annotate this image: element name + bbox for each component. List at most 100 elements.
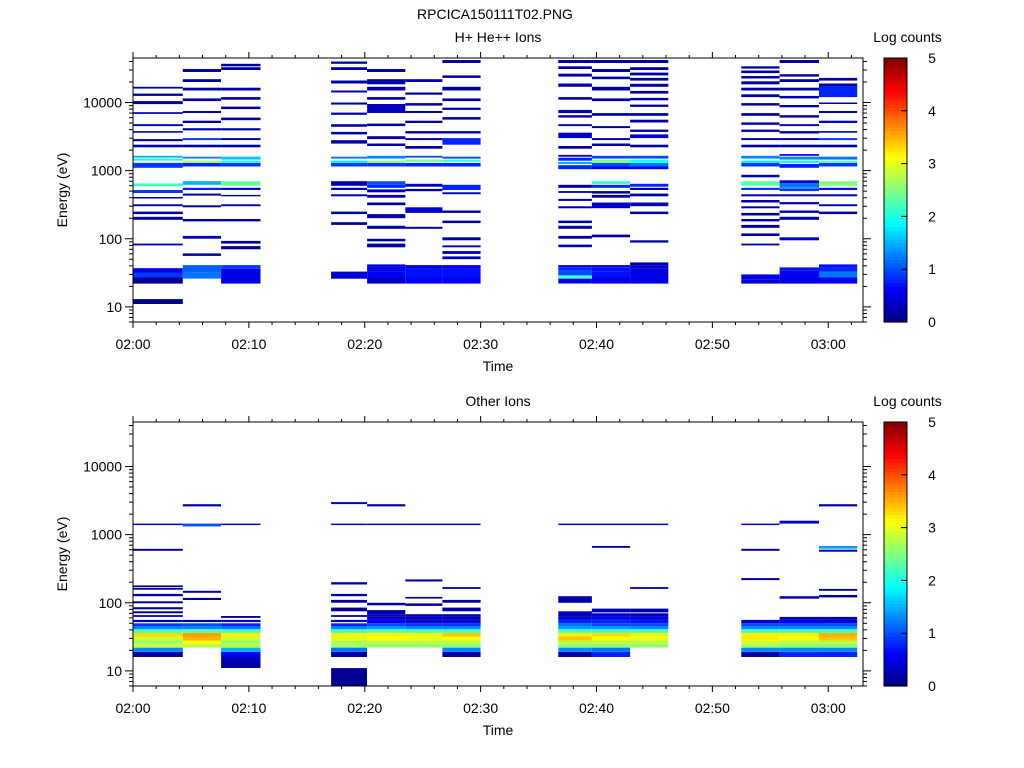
heatmap-cell <box>367 160 406 163</box>
heatmap-cell <box>182 253 221 256</box>
colorbar-segment <box>884 259 907 264</box>
heatmap-cell <box>182 636 221 641</box>
heatmap-cell <box>741 224 780 228</box>
heatmap-cell <box>442 626 481 630</box>
colorbar-segment <box>884 445 907 449</box>
heatmap-cell <box>558 629 592 633</box>
colorbar-segment <box>884 199 907 204</box>
y-tick-label: 100 <box>99 231 123 247</box>
colorbar-segment <box>884 232 907 237</box>
heatmap-cell <box>182 120 221 123</box>
heatmap-cell <box>367 184 406 188</box>
heatmap-cell <box>221 616 261 618</box>
heatmap-cell <box>331 102 367 105</box>
colorbar-segment <box>884 639 907 644</box>
y-tick-label: 10000 <box>83 459 122 475</box>
colorbar-segment <box>884 292 907 297</box>
heatmap-cell <box>591 86 631 91</box>
heatmap-cell <box>367 271 406 278</box>
colorbar-segment <box>884 196 907 201</box>
heatmap-cell <box>558 640 592 644</box>
heatmap-cell <box>558 647 592 652</box>
heatmap-cell <box>221 660 261 668</box>
heatmap-cell <box>558 523 592 526</box>
heatmap-cell <box>591 619 631 624</box>
heatmap-cell <box>779 626 819 630</box>
colorbar-segment <box>884 160 907 165</box>
heatmap-cell <box>591 523 631 526</box>
heatmap-cell <box>133 585 183 588</box>
heatmap-cell <box>331 629 367 633</box>
colorbar-segment <box>884 157 907 161</box>
heatmap-cell <box>741 643 780 648</box>
x-tick-label: 02:40 <box>579 336 614 352</box>
heatmap-cell <box>558 636 592 641</box>
heatmap-cell <box>182 69 221 72</box>
heatmap-cell <box>558 109 592 114</box>
heatmap-cell <box>558 633 592 637</box>
colorbar-segment <box>884 422 907 426</box>
heatmap-cell <box>367 523 406 526</box>
heatmap-cell <box>221 87 261 91</box>
heatmap-cell <box>221 162 261 167</box>
heatmap-cell <box>741 619 780 624</box>
colorbar-segment <box>884 484 907 489</box>
heatmap-cell <box>741 160 780 163</box>
heatmap-cell <box>331 124 367 127</box>
colorbar-segment <box>884 455 907 459</box>
heatmap-cell <box>367 104 406 113</box>
heatmap-cell <box>221 181 261 186</box>
colorbar-segment <box>884 91 907 95</box>
colorbar-segment <box>884 603 907 608</box>
colorbar-segment <box>884 176 907 181</box>
heatmap-cell <box>591 166 631 170</box>
heatmap-cell <box>182 619 221 623</box>
heatmap-cell <box>819 633 858 637</box>
heatmap-cell <box>442 237 481 241</box>
heatmap-cell <box>442 210 481 213</box>
panel-title: H+ He++ Ions <box>455 29 542 45</box>
colorbar-segment <box>884 524 907 529</box>
colorbar-segment <box>884 672 907 677</box>
heatmap-cell <box>630 262 669 266</box>
heatmap-cell <box>442 614 481 617</box>
heatmap-cell <box>741 212 780 216</box>
heatmap-cell <box>591 647 631 652</box>
colorbar-segment <box>884 504 907 509</box>
colorbar-segment <box>884 308 907 313</box>
heatmap-cell <box>741 243 780 246</box>
colorbar-segment <box>884 679 907 684</box>
heatmap-cell <box>819 160 858 163</box>
colorbar-segment <box>884 67 907 72</box>
heatmap-cell <box>630 162 669 167</box>
heatmap-cell <box>405 614 443 617</box>
colorbar-segment <box>884 629 907 634</box>
heatmap-cell <box>630 67 669 70</box>
heatmap-cell <box>133 277 183 284</box>
heatmap-cell <box>819 626 858 630</box>
heatmap-cell <box>133 626 183 630</box>
heatmap-cell <box>133 587 183 590</box>
heatmap-cell <box>741 626 780 630</box>
heatmap-cell <box>741 70 780 74</box>
heatmap-cell <box>133 211 183 215</box>
x-tick-label: 03:00 <box>811 336 846 352</box>
heatmap-cell <box>221 97 261 100</box>
colorbar-segment <box>884 596 907 601</box>
colorbar-segment <box>884 246 907 250</box>
colorbar-segment <box>884 438 907 443</box>
heatmap-cell <box>442 251 481 254</box>
heatmap-cell <box>558 220 592 224</box>
heatmap-cell <box>591 265 631 268</box>
heatmap-cell <box>367 602 406 606</box>
figure-title: RPCICA150111T02.PNG <box>417 6 573 22</box>
colorbar-segment <box>884 521 907 525</box>
colorbar-segment <box>884 646 907 651</box>
heatmap-cell <box>558 265 592 268</box>
heatmap-cell <box>591 546 631 548</box>
colorbar-tick-label: 0 <box>928 678 936 694</box>
heatmap-cell <box>591 162 631 167</box>
colorbar-segment <box>884 580 907 585</box>
heatmap-cell <box>331 651 367 657</box>
colorbar-segment <box>884 534 907 539</box>
